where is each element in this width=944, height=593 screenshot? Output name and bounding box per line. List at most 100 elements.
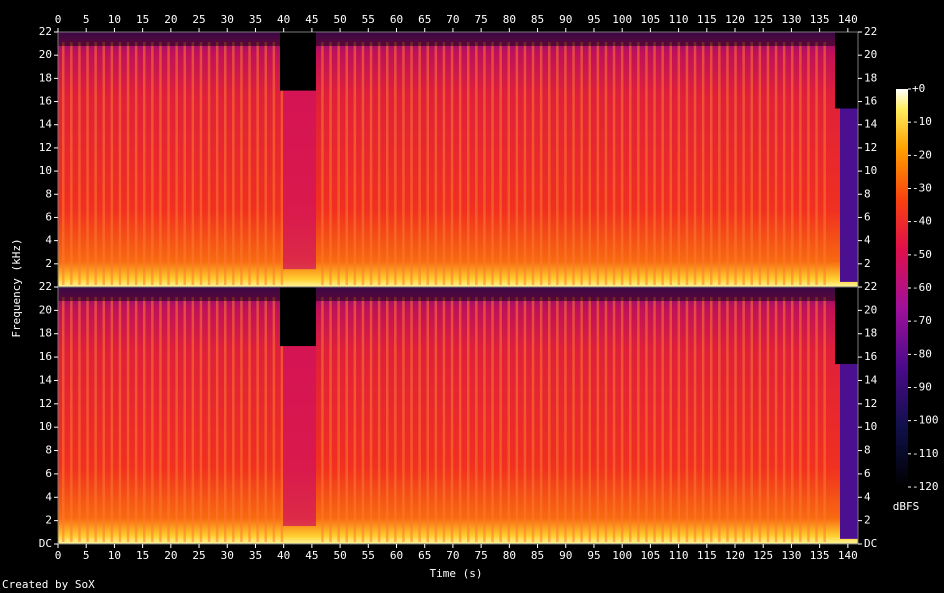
syllable-stripe [483, 42, 486, 285]
y-tick-label: 18 [39, 71, 52, 84]
syllable-stripe [580, 297, 583, 542]
syllable-stripe [361, 42, 365, 285]
y-tick-label: 4 [45, 490, 52, 503]
y-tick-label: 18 [864, 327, 877, 340]
syllable-stripe [272, 297, 276, 542]
x-tick-label: 90 [559, 13, 572, 26]
syllable-stripe [418, 42, 421, 285]
y-tick-label: 10 [39, 164, 52, 177]
syllable-stripe [458, 42, 462, 285]
syllable-stripe [224, 297, 227, 542]
syllable-stripe [467, 297, 470, 542]
syllable-stripe [572, 297, 575, 542]
syllable-stripe [742, 42, 745, 285]
syllable-stripe [807, 42, 810, 285]
syllable-stripe [248, 297, 251, 542]
x-tick-label: 100 [612, 13, 632, 26]
syllable-stripe [442, 297, 446, 542]
x-tick-label: 15 [136, 549, 149, 562]
x-tick-label: 55 [362, 549, 375, 562]
syllable-stripe [588, 297, 591, 542]
syllable-stripe [807, 297, 810, 542]
y-tick-label: 14 [39, 118, 53, 131]
syllable-stripe [766, 42, 770, 285]
y-tick-label: 16 [864, 350, 877, 363]
x-tick-label: 35 [249, 13, 262, 26]
syllable-stripe [62, 297, 65, 542]
spectrum [58, 32, 858, 287]
y-tick-label: 2 [45, 257, 52, 270]
syllable-stripe [191, 297, 195, 542]
y-tick-label: 12 [39, 397, 52, 410]
y-tick-label: 8 [864, 187, 871, 200]
syllable-stripe [215, 297, 219, 542]
syllable-stripe [677, 297, 681, 542]
syllable-stripe [232, 42, 235, 285]
syllable-stripe [418, 297, 421, 542]
x-tick-label: 65 [418, 549, 431, 562]
syllable-stripe [596, 42, 600, 285]
syllable-stripe [143, 297, 146, 542]
x-tick-label: 80 [503, 549, 516, 562]
syllable-stripe [467, 42, 470, 285]
syllable-stripe [377, 297, 381, 542]
syllable-stripe [442, 42, 446, 285]
syllable-stripe [86, 42, 89, 285]
syllable-stripe [62, 42, 65, 285]
x-tick-label: 110 [669, 549, 689, 562]
syllable-stripe [240, 297, 243, 542]
x-tick-label: 0 [55, 549, 62, 562]
colorbar-tick-label: -100 [912, 414, 939, 427]
syllable-stripe [564, 297, 567, 542]
syllable-stripe [199, 297, 203, 542]
y-tick-label: 14 [864, 118, 878, 131]
y-tick-label: 12 [864, 397, 877, 410]
syllable-stripe [329, 297, 332, 542]
syllable-stripe [604, 297, 608, 542]
y-tick-label: 16 [864, 95, 877, 108]
y-tick-label: 20 [39, 303, 52, 316]
syllable-stripe [750, 297, 753, 542]
x-tick-label: 20 [164, 549, 177, 562]
syllable-stripe [248, 42, 251, 285]
x-tick-label: 105 [640, 13, 660, 26]
colorbar-tick-label: -60 [912, 281, 932, 294]
x-tick-label: 0 [55, 13, 62, 26]
tail-purple [840, 364, 858, 539]
colorbar-tick-label: -90 [912, 381, 932, 394]
x-tick-label: 15 [136, 13, 149, 26]
syllable-stripe [394, 297, 397, 542]
syllable-stripe [86, 297, 89, 542]
syllable-stripe [556, 42, 559, 285]
y-tick-label: 4 [864, 490, 871, 503]
silence-top [280, 287, 316, 347]
syllable-stripe [515, 297, 519, 542]
syllable-stripe [264, 297, 267, 542]
syllable-stripe [126, 297, 130, 542]
syllable-stripe [701, 297, 705, 542]
x-tick-label: 100 [612, 549, 632, 562]
syllable-stripe [183, 297, 186, 542]
syllable-stripe [126, 42, 130, 285]
y-tick-label: 20 [864, 48, 877, 61]
syllable-stripe [361, 297, 365, 542]
syllable-stripe [612, 297, 616, 542]
syllable-stripe [377, 42, 381, 285]
x-tick-label: 10 [108, 13, 121, 26]
y-tick-label: 4 [864, 234, 871, 247]
y-tick-label: 20 [864, 303, 877, 316]
y-tick-label: 16 [39, 350, 52, 363]
syllable-stripe [94, 42, 97, 285]
syllable-stripe [369, 297, 373, 542]
x-tick-label: 80 [503, 13, 516, 26]
x-tick-label: 25 [192, 13, 205, 26]
y-tick-label: 8 [864, 444, 871, 457]
colorbar-tick-label: -120 [912, 480, 939, 493]
syllable-stripe [523, 42, 527, 285]
syllable-stripe [78, 297, 81, 542]
syllable-stripe [110, 42, 114, 285]
y-tick-label: 6 [864, 467, 871, 480]
x-tick-label: 120 [725, 13, 745, 26]
syllable-stripe [491, 297, 494, 542]
syllable-stripe [612, 42, 616, 285]
